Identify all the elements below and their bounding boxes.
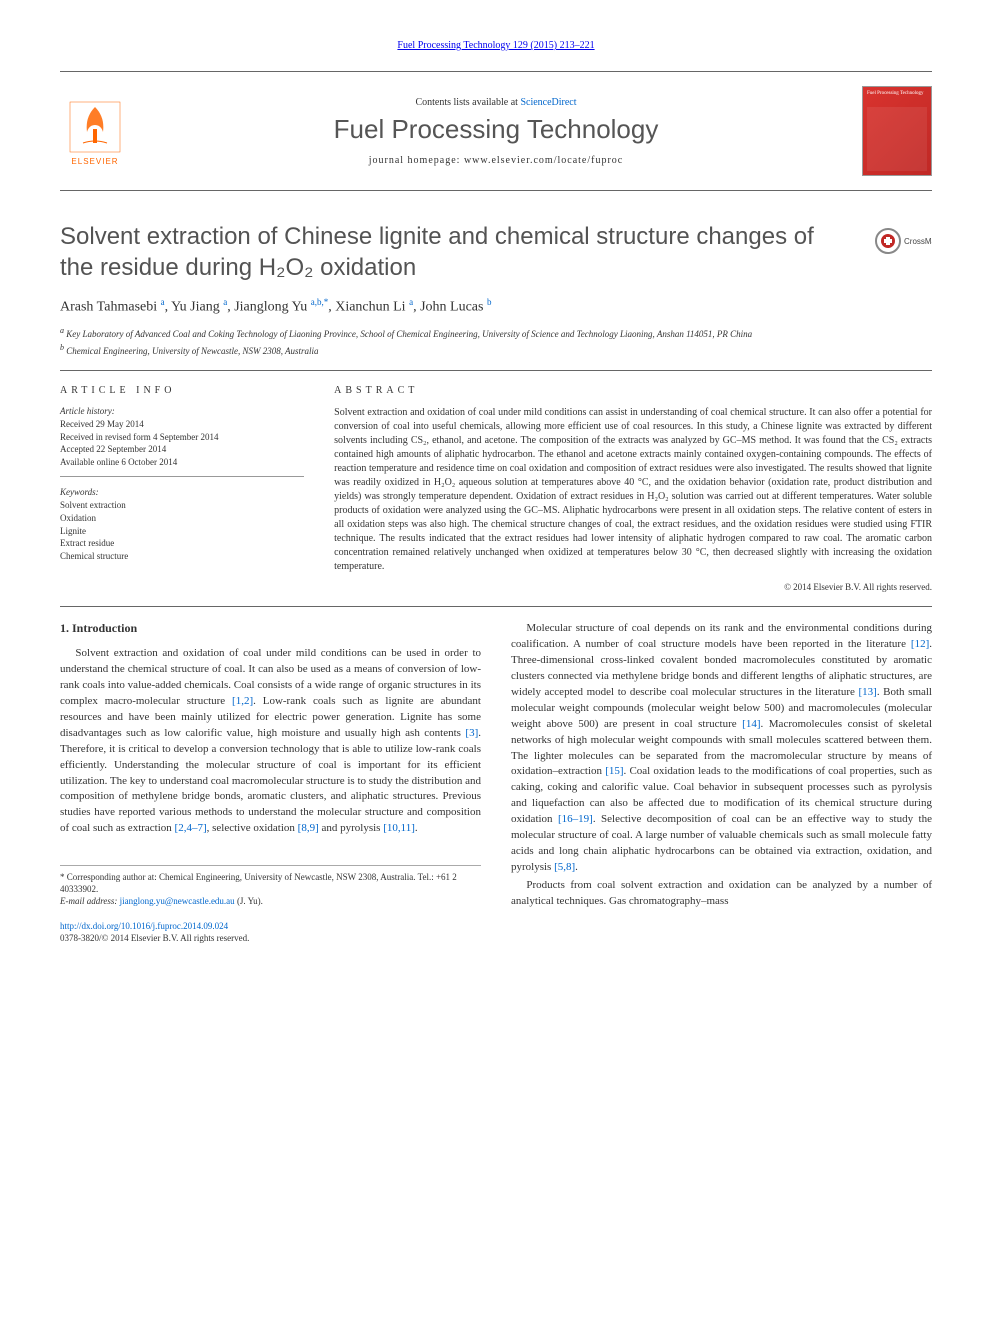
abstract-col: ABSTRACT Solvent extraction and oxidatio… [334, 385, 932, 592]
history-line: Available online 6 October 2014 [60, 456, 304, 469]
history-line: Accepted 22 September 2014 [60, 443, 304, 456]
body-col-left: 1. Introduction Solvent extraction and o… [60, 621, 481, 945]
journal-header: ELSEVIER Contents lists available at Sci… [60, 71, 932, 191]
keywords-block: Keywords: Solvent extraction Oxidation L… [60, 487, 304, 562]
journal-name: Fuel Processing Technology [130, 114, 862, 145]
section-rule [60, 606, 932, 607]
keywords-label: Keywords: [60, 487, 304, 497]
keyword-item: Extract residue [60, 537, 304, 550]
ref-link[interactable]: [12] [911, 638, 929, 650]
keyword-item: Oxidation [60, 512, 304, 525]
affiliations-block: a Key Laboratory of Advanced Coal and Co… [60, 326, 932, 356]
homepage-url: www.elsevier.com/locate/fuproc [464, 155, 623, 166]
elsevier-tree-icon [65, 97, 125, 157]
body-paragraph: Molecular structure of coal depends on i… [511, 621, 932, 876]
intro-heading: 1. Introduction [60, 621, 481, 636]
ref-link[interactable]: [3] [465, 727, 478, 739]
homepage-prefix: journal homepage: [369, 155, 464, 166]
abstract-head: ABSTRACT [334, 385, 932, 396]
title-block: Solvent extraction of Chinese lignite an… [60, 221, 932, 283]
cover-thumb-body [867, 107, 927, 171]
svg-text:CrossMark: CrossMark [904, 237, 932, 246]
footer-block: http://dx.doi.org/10.1016/j.fuproc.2014.… [60, 921, 481, 944]
issn-line: 0378-3820/© 2014 Elsevier B.V. All right… [60, 933, 481, 945]
sciencedirect-link[interactable]: ScienceDirect [520, 97, 576, 108]
article-info-col: ARTICLE INFO Article history: Received 2… [60, 385, 304, 592]
email-label: E-mail address: [60, 896, 120, 906]
crossmark-icon: CrossMark [872, 221, 932, 261]
cover-thumb-title: Fuel Processing Technology [867, 91, 927, 107]
section-rule [60, 370, 932, 371]
body-columns: 1. Introduction Solvent extraction and o… [60, 621, 932, 945]
abstract-copyright: © 2014 Elsevier B.V. All rights reserved… [334, 582, 932, 592]
ref-link[interactable]: [5,8] [554, 861, 575, 873]
citation-link[interactable]: Fuel Processing Technology 129 (2015) 21… [397, 40, 594, 51]
keyword-item: Chemical structure [60, 550, 304, 563]
corresponding-email-link[interactable]: jianglong.yu@newcastle.edu.au [120, 896, 235, 906]
homepage-line: journal homepage: www.elsevier.com/locat… [130, 155, 862, 166]
history-line: Received 29 May 2014 [60, 418, 304, 431]
ref-link[interactable]: [1,2] [232, 695, 253, 707]
ref-link[interactable]: [2,4–7] [175, 822, 207, 834]
keyword-item: Solvent extraction [60, 499, 304, 512]
body-paragraph: Products from coal solvent extraction an… [511, 878, 932, 910]
publisher-logo: ELSEVIER [60, 91, 130, 171]
affil-sup: a [60, 326, 64, 335]
doi-link[interactable]: http://dx.doi.org/10.1016/j.fuproc.2014.… [60, 921, 228, 931]
citation-header: Fuel Processing Technology 129 (2015) 21… [60, 40, 932, 51]
ref-link[interactable]: [14] [742, 718, 760, 730]
abstract-text: Solvent extraction and oxidation of coal… [334, 406, 932, 574]
corresponding-author-footnote: * Corresponding author at: Chemical Engi… [60, 865, 481, 907]
journal-cover-thumb: Fuel Processing Technology [862, 86, 932, 176]
contents-line: Contents lists available at ScienceDirec… [130, 97, 862, 108]
footnote-line: * Corresponding author at: Chemical Engi… [60, 872, 481, 895]
body-paragraph: Solvent extraction and oxidation of coal… [60, 646, 481, 837]
ref-link[interactable]: [13] [858, 686, 876, 698]
page-container: Fuel Processing Technology 129 (2015) 21… [0, 0, 992, 985]
affil-sup: b [60, 343, 64, 352]
ref-link[interactable]: [15] [605, 765, 623, 777]
affil-text: Key Laboratory of Advanced Coal and Coki… [66, 329, 752, 339]
publisher-name: ELSEVIER [71, 157, 118, 166]
affil-text: Chemical Engineering, University of Newc… [66, 346, 318, 356]
article-info-head: ARTICLE INFO [60, 385, 304, 396]
history-label: Article history: [60, 406, 304, 416]
crossmark-badge[interactable]: CrossMark [872, 221, 932, 261]
info-abstract-row: ARTICLE INFO Article history: Received 2… [60, 385, 932, 592]
history-line: Received in revised form 4 September 201… [60, 431, 304, 444]
ref-link[interactable]: [10,11] [383, 822, 415, 834]
header-center: Contents lists available at ScienceDirec… [130, 97, 862, 166]
keyword-item: Lignite [60, 525, 304, 538]
article-title: Solvent extraction of Chinese lignite an… [60, 221, 872, 283]
affiliation-a: a Key Laboratory of Advanced Coal and Co… [60, 326, 932, 339]
contents-prefix: Contents lists available at [415, 97, 520, 108]
email-suffix: (J. Yu). [235, 896, 263, 906]
affiliation-b: b Chemical Engineering, University of Ne… [60, 343, 932, 356]
body-col-right: Molecular structure of coal depends on i… [511, 621, 932, 945]
ref-link[interactable]: [16–19] [558, 813, 593, 825]
footnote-email-line: E-mail address: jianglong.yu@newcastle.e… [60, 896, 481, 908]
ref-link[interactable]: [8,9] [298, 822, 319, 834]
footnote-label: * Corresponding author at: [60, 872, 159, 882]
authors-line: Arash Tahmasebi a, Yu Jiang a, Jianglong… [60, 297, 932, 316]
history-block: Article history: Received 29 May 2014 Re… [60, 406, 304, 477]
